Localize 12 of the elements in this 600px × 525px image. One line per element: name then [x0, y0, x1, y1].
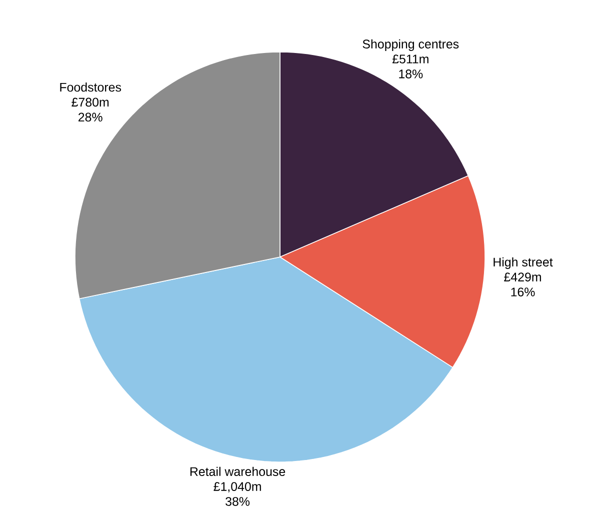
- data-label: £511m: [392, 54, 428, 64]
- slice-label: High street: [494, 257, 553, 269]
- text: 28%: [78, 112, 102, 122]
- slice-label: Shopping centres: [362, 39, 459, 51]
- data-label: £780m: [72, 98, 109, 107]
- text: 16%: [511, 288, 535, 296]
- text: 18%: [399, 70, 423, 78]
- data-label: £1,040m: [214, 482, 261, 492]
- slice-label: Retail warehouse: [190, 466, 286, 476]
- text: 38%: [226, 497, 250, 506]
- data-label: £429m: [504, 272, 541, 282]
- slice-label: Foodstores: [60, 82, 122, 92]
